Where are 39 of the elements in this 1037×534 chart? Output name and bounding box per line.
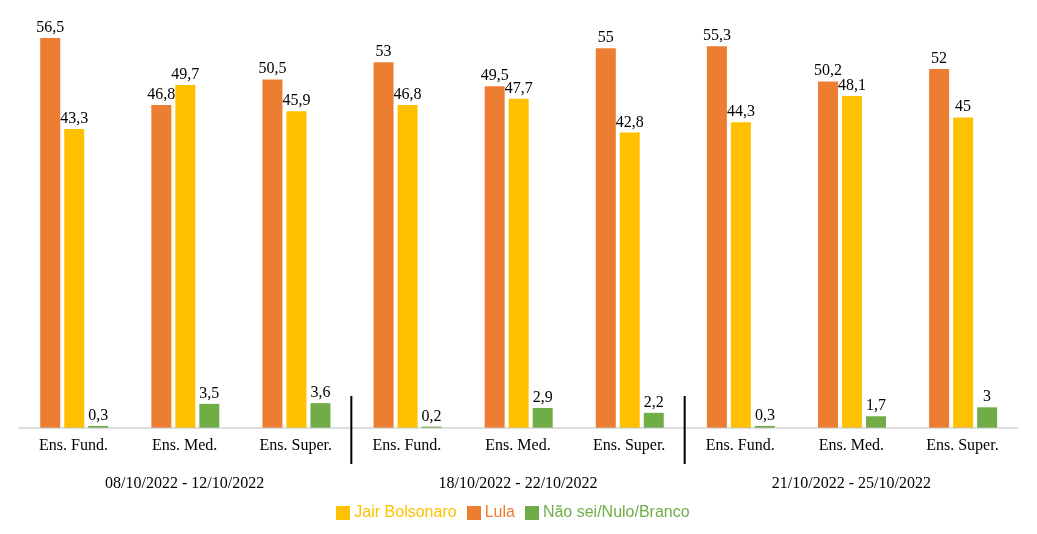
text: 18/10/2022 - 22/10/2022 [438, 474, 598, 491]
data-label: 52 [931, 49, 948, 67]
text: 21/10/2022 - 25/10/2022 [771, 474, 931, 491]
data-label: 0,3 [88, 405, 109, 423]
data-label: 46,8 [147, 84, 176, 102]
data-label: 55 [597, 28, 614, 46]
data-label: 45 [955, 97, 972, 115]
x-tick-label: Ens. Med. [152, 436, 218, 453]
data-label: 45,9 [282, 91, 311, 109]
text: 08/10/2022 - 12/10/2022 [105, 474, 265, 491]
x-tick-label: Ens. Super. [926, 436, 999, 454]
data-label: 42,8 [615, 112, 644, 130]
data-label: 53 [375, 42, 392, 60]
data-label: 0,3 [754, 405, 775, 423]
data-label: 2,2 [643, 392, 664, 410]
x-tick-label: Ens. Fund. [372, 436, 442, 453]
data-label: 46,8 [393, 84, 422, 102]
legend-label: Lula [484, 503, 515, 520]
data-label: 50,5 [258, 59, 287, 77]
data-label: 3,6 [310, 383, 331, 401]
legend-label: Não sei/Nulo/Branco [542, 503, 690, 520]
data-label: 56,5 [36, 18, 65, 35]
data-label: 1,7 [866, 396, 886, 414]
x-tick-label: Ens. Med. [818, 436, 884, 453]
data-label: 3,5 [199, 383, 220, 401]
data-label: 49,7 [171, 64, 200, 82]
x-tick-label: Ens. Super. [592, 436, 666, 454]
data-label: 0,2 [421, 406, 442, 424]
x-tick-label: Ens. Super. [259, 436, 332, 454]
data-label: 3 [983, 387, 992, 405]
data-label: 55,3 [702, 26, 731, 44]
legend-label: Jair Bolsonaro [354, 503, 457, 520]
x-tick-label: Ens. Fund. [39, 436, 109, 453]
data-label: 44,3 [726, 102, 755, 120]
data-label: 49,5 [480, 66, 509, 84]
x-tick-label: Ens. Med. [485, 436, 551, 453]
data-label: 2,9 [532, 387, 553, 405]
data-label: 43,3 [60, 109, 89, 127]
x-tick-label: Ens. Fund. [705, 436, 775, 453]
